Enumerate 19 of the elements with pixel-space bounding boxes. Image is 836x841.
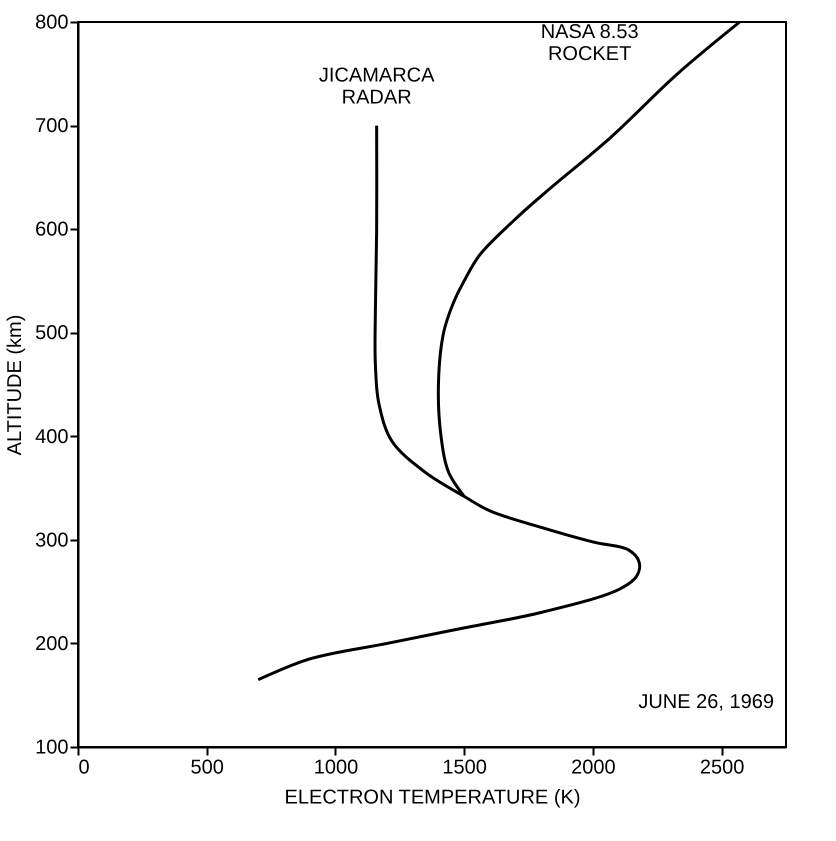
y-tick-label: 300	[35, 529, 68, 552]
series-label: NASA 8.53 ROCKET	[540, 21, 639, 65]
y-axis-title: ALTITUDE (km)	[4, 314, 26, 456]
y-tick-label: 100	[35, 736, 68, 758]
y-tick-label: 500	[35, 322, 68, 344]
y-tick-label: 200	[35, 632, 68, 655]
x-tick-label: 1000	[314, 756, 358, 778]
x-tick-label: 0	[78, 756, 90, 778]
x-tick-label: 1500	[442, 756, 487, 778]
x-axis-title: ELECTRON TEMPERATURE (K)	[284, 786, 580, 808]
y-tick-label: 800	[35, 12, 68, 34]
series-label: JICAMARCA RADAR	[318, 64, 436, 109]
x-tick-label: 2500	[700, 756, 744, 778]
x-tick-label: 500	[190, 756, 224, 778]
y-tick-label: 600	[35, 218, 68, 241]
y-tick-label: 700	[35, 115, 68, 138]
y-tick-label: 400	[35, 426, 68, 448]
annotation: JUNE 26, 1969	[638, 691, 774, 713]
x-tick-label: 2000	[571, 756, 616, 778]
